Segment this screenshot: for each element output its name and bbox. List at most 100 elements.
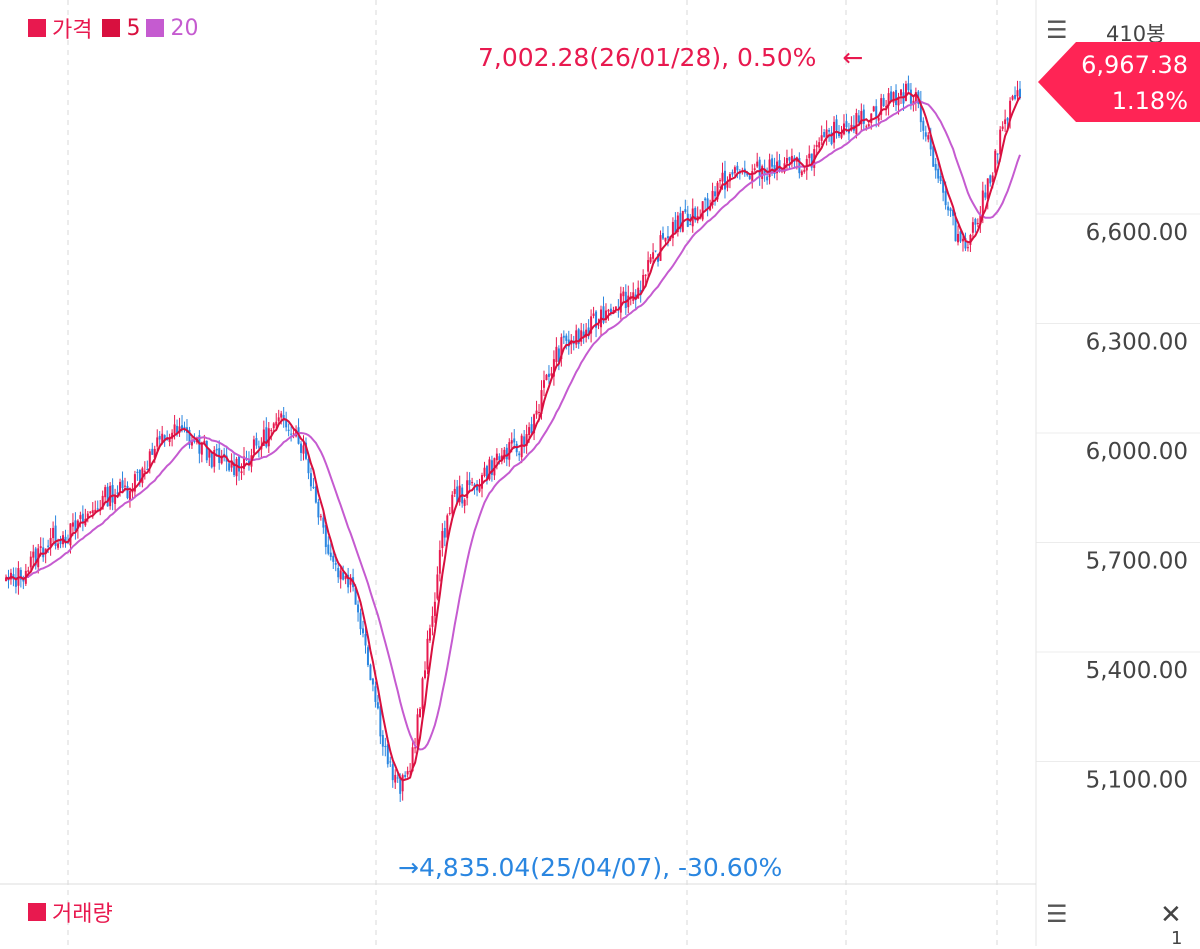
candle-body: [181, 425, 184, 431]
y-tick-label: 6,300.00: [1086, 330, 1188, 356]
candle-body: [937, 168, 940, 179]
candle-body: [513, 438, 516, 443]
candle-body: [676, 215, 679, 233]
candle-body: [81, 513, 84, 524]
candle-body: [307, 459, 310, 474]
candle-body: [54, 525, 57, 546]
y-tick-label: 5,700.00: [1086, 549, 1188, 575]
candle-body: [500, 455, 503, 460]
candle-body: [290, 433, 293, 435]
candle-body: [704, 198, 707, 201]
candle-body: [892, 92, 895, 103]
candle-body: [525, 434, 528, 447]
candle-body: [557, 348, 560, 363]
candle-body: [808, 153, 811, 159]
candle-body: [495, 453, 498, 461]
candle-body: [689, 224, 692, 226]
candle-body: [394, 774, 397, 783]
candle-body: [880, 98, 883, 115]
candle-body: [518, 453, 521, 456]
candle-body: [671, 221, 674, 239]
candle-body: [530, 424, 533, 434]
chart-legend: 가격 5 20: [28, 12, 198, 44]
candle-body: [567, 339, 570, 347]
candle-body: [374, 686, 377, 702]
candle-body: [19, 569, 22, 580]
candle-body: [520, 435, 523, 458]
candle-body: [485, 466, 488, 481]
candle-body: [614, 306, 617, 310]
candle-body: [178, 426, 181, 433]
candle-body: [280, 413, 283, 418]
candle-body: [773, 165, 776, 174]
candle-body: [371, 678, 374, 685]
candle-body: [49, 537, 52, 546]
candle-body: [731, 172, 734, 175]
candle-body: [401, 775, 404, 792]
candle-body: [57, 543, 60, 548]
candle-body: [533, 414, 536, 434]
candle-body: [235, 458, 238, 477]
candle-body: [419, 708, 422, 718]
candle-body: [979, 215, 982, 225]
candle-body: [476, 484, 479, 491]
candle-body: [736, 165, 739, 171]
candle-body: [763, 168, 766, 176]
candle-body: [376, 702, 379, 709]
candle-body: [453, 488, 456, 494]
low-annotation-text: 4,835.04(25/04/07), -30.60%: [418, 853, 783, 882]
candle-body: [161, 433, 164, 443]
candle-body: [855, 112, 858, 134]
candle-body: [622, 291, 625, 297]
candle-body: [247, 460, 250, 465]
candle-body: [706, 198, 709, 209]
candle-body: [535, 410, 538, 415]
candle-body: [443, 527, 446, 538]
candle-body: [490, 460, 493, 475]
candle-body: [790, 155, 793, 164]
candle-body: [684, 209, 687, 212]
candle-body: [659, 235, 662, 261]
volume-menu-icon[interactable]: ☰: [1046, 900, 1068, 928]
candle-body: [349, 578, 352, 585]
candle-body: [32, 551, 35, 558]
last-price-value: 6,967.38: [1081, 51, 1188, 79]
candle-body: [163, 435, 166, 442]
candle-body: [119, 481, 122, 491]
candle-body: [694, 207, 697, 221]
candle-body: [661, 233, 664, 239]
candle-body: [389, 761, 392, 763]
candle-body: [106, 486, 109, 507]
candle-body: [865, 126, 868, 128]
candle-body: [468, 480, 471, 486]
candle-body: [275, 421, 278, 426]
candle-body: [39, 546, 42, 549]
candle-body: [761, 166, 764, 180]
close-x-icon[interactable]: ✕: [1160, 900, 1182, 930]
last-price-change: 1.18%: [1111, 87, 1188, 115]
candle-body: [228, 463, 231, 471]
candle-body: [29, 556, 32, 568]
candle-body: [981, 190, 984, 217]
candle-body: [723, 170, 726, 190]
candle-body: [277, 417, 280, 422]
candle-body: [471, 482, 474, 484]
candle-body: [952, 209, 955, 216]
candle-body: [674, 219, 677, 233]
candle-body: [451, 494, 454, 514]
candle-body: [756, 161, 759, 167]
candle-body: [257, 446, 260, 448]
candle-body: [42, 547, 45, 558]
right-arrow-icon: →: [398, 853, 419, 882]
hamburger-menu-icon[interactable]: ☰: [1046, 16, 1068, 44]
candle-body: [1009, 100, 1012, 121]
candle-body: [96, 508, 99, 510]
candle-body: [523, 436, 526, 445]
candle-body: [302, 445, 305, 454]
candle-body: [890, 91, 893, 102]
candle-body: [362, 628, 365, 634]
candle-body: [597, 324, 600, 326]
candle-body: [996, 153, 999, 155]
candle-body: [481, 475, 484, 489]
